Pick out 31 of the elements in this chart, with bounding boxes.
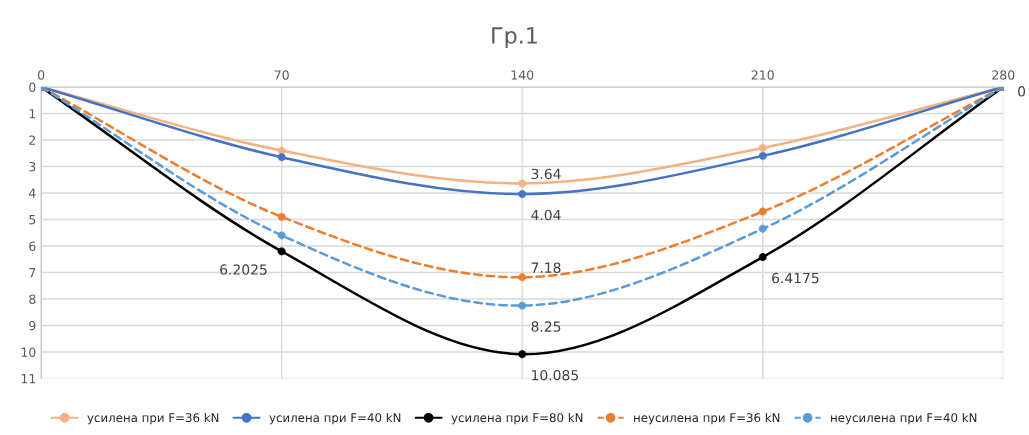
y-tick-label: 7: [29, 268, 36, 278]
legend-label: усилена при F=80 kN: [451, 412, 583, 425]
legend-label: усилена при F=36 kN: [87, 412, 219, 425]
annotation: 10.085: [532, 369, 578, 381]
annotation: 6.4175: [772, 272, 819, 284]
x-tick-label: 70: [274, 70, 289, 80]
annotation: 6.2025: [220, 264, 267, 275]
chart-title: Гр.1: [492, 27, 537, 49]
y-tick-label: 10: [21, 347, 36, 357]
annotation: 7.18: [531, 262, 561, 273]
y-tick-label: 6: [29, 241, 36, 251]
annotation: 8.25: [531, 321, 561, 332]
x-tick-label: 0: [38, 70, 45, 80]
y-tick-label: 4: [28, 188, 36, 198]
y-tick-label: 3: [29, 161, 36, 172]
y-tick-label: 5: [29, 215, 36, 225]
y-tick-label: 8: [29, 294, 36, 304]
y-tick-label: 0: [29, 82, 36, 92]
y-tick-label: 2: [29, 135, 36, 145]
annotation: 4.04: [531, 209, 561, 221]
x-tick-label: 280: [992, 70, 1015, 80]
annotation: 3.64: [531, 168, 561, 180]
legend-label: усилена при F=40 kN: [269, 412, 401, 425]
y-tick-label: 1: [29, 109, 36, 119]
annotation: 0: [1018, 86, 1026, 97]
x-tick-label: 210: [751, 70, 774, 80]
y-tick-label: 9: [29, 320, 36, 331]
legend-label: неусилена при F=36 kN: [634, 412, 780, 425]
y-tick-label: 11: [21, 374, 36, 384]
legend-label: неусилена при F=40 kN: [831, 412, 977, 425]
x-tick-label: 140: [511, 70, 534, 80]
